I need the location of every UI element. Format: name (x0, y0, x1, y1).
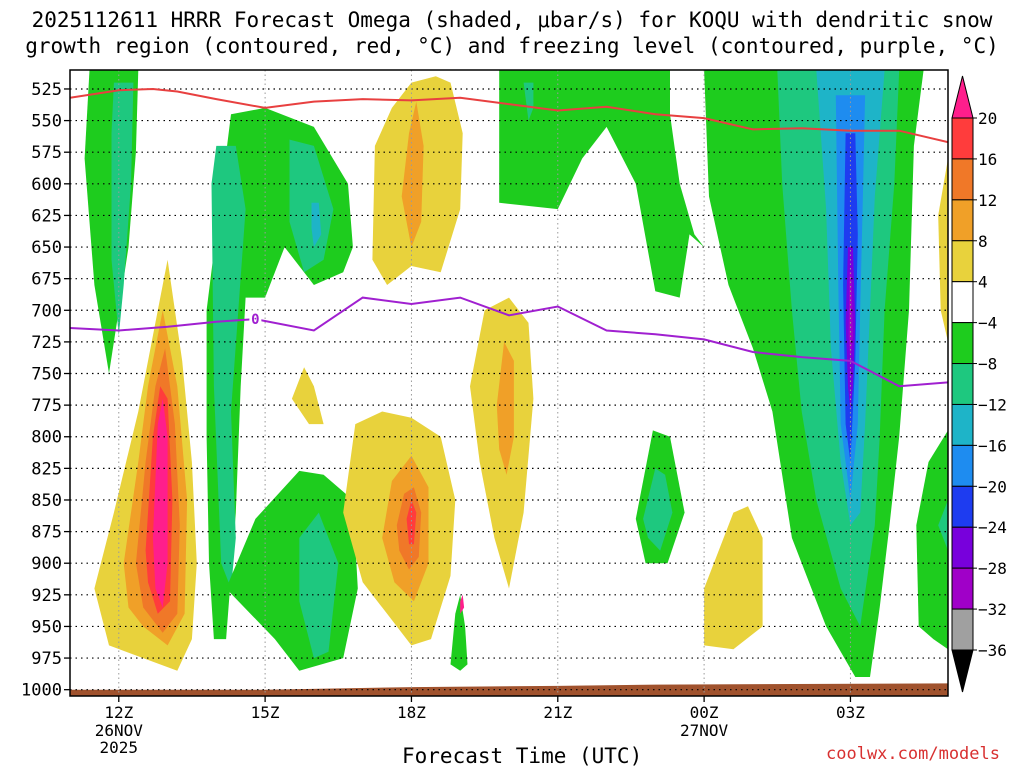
ground-band (70, 683, 948, 696)
y-tick-label-750: 750 (31, 365, 62, 385)
y-tick-label-600: 600 (31, 175, 62, 195)
y-tick-label-900: 900 (31, 554, 62, 574)
contour-label-bg-0 (249, 310, 262, 327)
x-tick-label-12Z: 12Z (104, 703, 133, 722)
x-tick-sublabel-12Z-0: 26NOV (95, 721, 144, 740)
colorbar-label-4: 4 (978, 273, 988, 292)
colorbar-segment-0 (951, 117, 974, 160)
colorbar-segment-6 (951, 363, 974, 405)
shaded-region-28 (401, 101, 424, 248)
x-tick-sublabel-00Z-0: 27NOV (680, 721, 729, 740)
shaded-region-21 (450, 594, 468, 671)
colorbar-label-12: −32 (978, 600, 1007, 619)
y-tick-label-700: 700 (31, 301, 62, 321)
y-tick-label-725: 725 (31, 333, 62, 353)
x-tick-label-03Z: 03Z (836, 703, 865, 722)
shaded-region-35 (291, 367, 324, 425)
colorbar-segment-3 (951, 240, 974, 283)
y-tick-label-675: 675 (31, 270, 62, 290)
colorbar-segment-4 (951, 281, 974, 324)
colorbar-label-8: −16 (978, 436, 1007, 455)
shaded-region-1 (111, 82, 134, 336)
colorbar-label-2: 12 (978, 191, 997, 210)
ground-band-polygon (70, 683, 948, 696)
colorbar-label-9: −20 (978, 477, 1007, 496)
y-tick-label-825: 825 (31, 459, 62, 479)
x-tick-label-21Z: 21Z (543, 703, 572, 722)
x-tick-label-00Z: 00Z (690, 703, 719, 722)
y-tick-label-625: 625 (31, 206, 62, 226)
gridlines (70, 70, 948, 696)
shaded-region-7 (299, 512, 339, 659)
credit-link[interactable]: coolwx.com/models (826, 744, 1000, 764)
y-tick-label-1000: 1000 (21, 681, 62, 701)
freezing-level-contour (70, 296, 948, 388)
colorbar-top-arrow (951, 75, 974, 119)
colorbar-segment-1 (951, 158, 974, 201)
x-tick-label-18Z: 18Z (397, 703, 426, 722)
x-tick-sublabel-12Z-1: 2025 (100, 738, 139, 757)
axes: 525 550 575 600 625 650 675 700 725 750 775 800 825 8… (21, 69, 949, 757)
colorbar-segment-9 (951, 485, 974, 528)
colorbar-label-0: 20 (978, 109, 997, 128)
shaded-region-19 (916, 430, 948, 650)
colorbar-segment-12 (951, 608, 974, 651)
y-tick-label-575: 575 (31, 143, 62, 163)
y-tick-label-550: 550 (31, 112, 62, 132)
y-tick-label-775: 775 (31, 396, 62, 416)
chart-title-line2: growth region (contoured, red, °C) and f… (25, 34, 999, 58)
colorbar-label-3: 8 (978, 232, 988, 251)
shaded-region-26 (152, 398, 168, 608)
shaded-region-5 (311, 202, 322, 248)
colorbar-segment-2 (951, 199, 974, 242)
y-tick-label-875: 875 (31, 523, 62, 543)
y-tick-label-950: 950 (31, 617, 62, 637)
x-axis-label: Forecast Time (UTC) (402, 744, 643, 768)
colorbar-label-1: 16 (978, 150, 997, 169)
shaded-region-6 (226, 470, 358, 671)
y-tick-label-925: 925 (31, 586, 62, 606)
shaded-region-20 (938, 500, 948, 551)
colorbar-segment-8 (951, 444, 974, 487)
shaded-region-36 (704, 506, 763, 650)
colorbar-label-6: −8 (978, 355, 997, 374)
shaded-region-32 (406, 500, 417, 545)
shaded-region-34 (496, 341, 514, 475)
shaded-region-4 (289, 139, 334, 273)
shaded-region-18 (643, 468, 673, 551)
dgz-contour-red (70, 87, 948, 144)
colorbar-bottom-arrow (951, 649, 974, 693)
colorbar-label-10: −24 (978, 518, 1007, 537)
y-tick-label-650: 650 (31, 238, 62, 258)
plot-frame (69, 69, 949, 697)
shaded-region-9 (523, 82, 534, 121)
y-tick-label-800: 800 (31, 428, 62, 448)
shaded-region-37 (938, 158, 948, 342)
x-tick-label-15Z: 15Z (251, 703, 280, 722)
shaded-region-38 (460, 594, 465, 614)
colorbar-segment-7 (951, 403, 974, 446)
shaded-region-8 (499, 70, 705, 298)
contour-label-0: 0 (251, 312, 259, 328)
shaded-region-16 (848, 272, 853, 361)
colorbar-label-5: −4 (978, 314, 997, 333)
shaded-region-3 (211, 145, 246, 589)
chart-title-line1: 2025112611 HRRR Forecast Omega (shaded, … (31, 8, 993, 32)
colorbar-label-11: −28 (978, 559, 1007, 578)
colorbar-label-7: −12 (978, 395, 1007, 414)
y-tick-label-850: 850 (31, 491, 62, 511)
colorbar: 20 16 12 8 4 −4 −8 −12 −16 −20 −24 −28 −32 −36 (951, 75, 1007, 693)
colorbar-segment-10 (951, 526, 974, 569)
colorbar-label-13: −36 (978, 641, 1007, 660)
colorbar-segment-5 (951, 322, 974, 365)
colorbar-segment-11 (951, 567, 974, 610)
y-tick-label-525: 525 (31, 80, 62, 100)
contour-lines: 0 (70, 87, 948, 388)
y-tick-label-975: 975 (31, 649, 62, 669)
